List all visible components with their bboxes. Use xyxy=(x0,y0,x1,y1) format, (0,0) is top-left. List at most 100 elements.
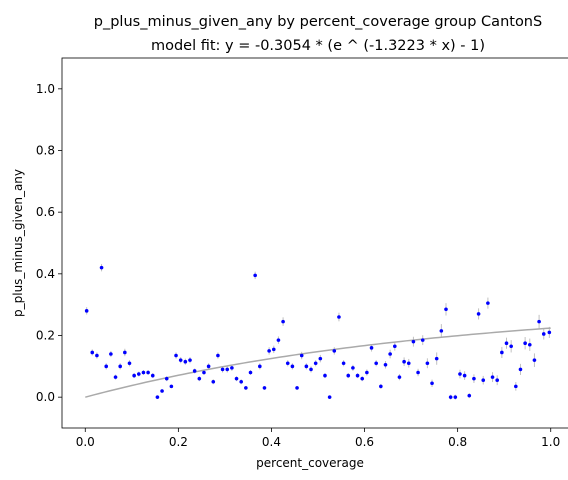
data-point xyxy=(537,319,541,324)
data-point xyxy=(490,375,495,379)
data-point xyxy=(155,395,160,399)
data-point xyxy=(374,361,378,366)
data-point xyxy=(383,362,388,367)
y-tick-label: 1.0 xyxy=(36,82,55,96)
data-point xyxy=(137,372,141,376)
data-point xyxy=(248,370,253,375)
fit-curve xyxy=(85,327,551,398)
data-point xyxy=(430,381,434,386)
data-point xyxy=(211,379,216,384)
data-point xyxy=(504,341,509,346)
data-point xyxy=(500,350,504,355)
data-point xyxy=(253,273,257,278)
data-points xyxy=(84,265,552,399)
data-point xyxy=(160,389,164,393)
data-point xyxy=(285,361,290,366)
data-point xyxy=(84,309,89,313)
data-point xyxy=(169,384,174,389)
data-point xyxy=(239,379,243,384)
data-point xyxy=(225,367,230,372)
data-point xyxy=(132,373,136,378)
x-tick-label: 0.2 xyxy=(169,435,188,449)
data-point xyxy=(95,353,99,358)
data-point xyxy=(150,373,155,378)
data-point xyxy=(518,367,523,372)
data-point xyxy=(104,364,109,369)
x-tick-label: 0.6 xyxy=(355,435,374,449)
data-point xyxy=(481,378,486,383)
plot-frame xyxy=(61,57,568,429)
data-point xyxy=(397,375,402,379)
data-point xyxy=(262,386,267,390)
y-tick-label: 0.4 xyxy=(36,267,55,281)
y-axis-ticks: 0.0 0.2 0.4 0.6 0.8 1.0 xyxy=(36,82,62,404)
y-tick-label: 0.6 xyxy=(36,205,55,219)
data-point xyxy=(313,361,318,366)
data-point xyxy=(192,369,197,373)
x-axis-label: percent_coverage xyxy=(256,456,364,470)
data-point xyxy=(355,373,360,378)
data-point xyxy=(127,361,132,366)
data-point xyxy=(532,358,537,362)
data-point xyxy=(514,384,518,389)
data-point xyxy=(216,353,220,358)
data-point xyxy=(425,361,430,366)
data-point xyxy=(458,372,462,376)
data-point xyxy=(202,370,206,375)
y-tick-label: 0.2 xyxy=(36,329,55,343)
data-point xyxy=(99,265,104,270)
data-point xyxy=(406,361,411,366)
data-point xyxy=(118,364,122,369)
y-axis-label: p_plus_minus_given_any xyxy=(11,169,25,317)
data-point xyxy=(332,349,337,353)
data-point xyxy=(388,352,392,356)
data-point xyxy=(234,376,239,381)
plot-area xyxy=(62,58,568,428)
data-point xyxy=(178,358,183,362)
data-point xyxy=(541,332,546,336)
data-point xyxy=(174,353,178,358)
data-point xyxy=(323,373,327,378)
data-point xyxy=(90,350,95,355)
x-axis-ticks: 0.0 0.2 0.4 0.6 0.8 1.0 xyxy=(76,428,560,449)
data-point xyxy=(495,378,500,383)
data-point xyxy=(547,330,552,335)
data-point xyxy=(113,375,118,379)
data-point xyxy=(276,338,281,342)
data-point xyxy=(109,352,113,356)
y-tick-label: 0.0 xyxy=(36,390,55,404)
chart-subtitle: model fit: y = -0.3054 * (e ^ (-1.3223 *… xyxy=(151,38,485,54)
data-point xyxy=(444,307,448,312)
data-point xyxy=(351,366,355,370)
data-point xyxy=(337,315,341,319)
x-tick-label: 0.4 xyxy=(262,435,281,449)
data-point xyxy=(411,339,416,344)
data-point xyxy=(197,376,202,381)
data-point xyxy=(309,367,313,372)
chart-title: p_plus_minus_given_any by percent_covera… xyxy=(94,14,542,30)
data-point xyxy=(183,359,188,364)
data-point xyxy=(281,319,285,324)
data-point xyxy=(448,395,453,399)
data-point xyxy=(295,386,299,390)
data-point xyxy=(346,373,351,378)
data-point xyxy=(206,364,211,369)
data-point xyxy=(453,395,458,399)
data-point xyxy=(486,301,490,305)
data-point xyxy=(164,376,169,381)
data-point xyxy=(146,370,150,375)
data-point xyxy=(369,346,374,350)
data-point xyxy=(509,344,513,349)
x-tick-label: 1.0 xyxy=(541,435,560,449)
data-point xyxy=(299,353,304,358)
y-tick-label: 0.8 xyxy=(36,144,55,158)
data-point xyxy=(439,329,444,333)
data-point xyxy=(523,341,527,346)
data-point xyxy=(290,364,295,369)
data-point xyxy=(360,376,365,381)
data-point xyxy=(434,356,439,361)
data-point xyxy=(271,347,276,352)
data-point xyxy=(220,367,225,372)
data-point xyxy=(527,342,532,347)
